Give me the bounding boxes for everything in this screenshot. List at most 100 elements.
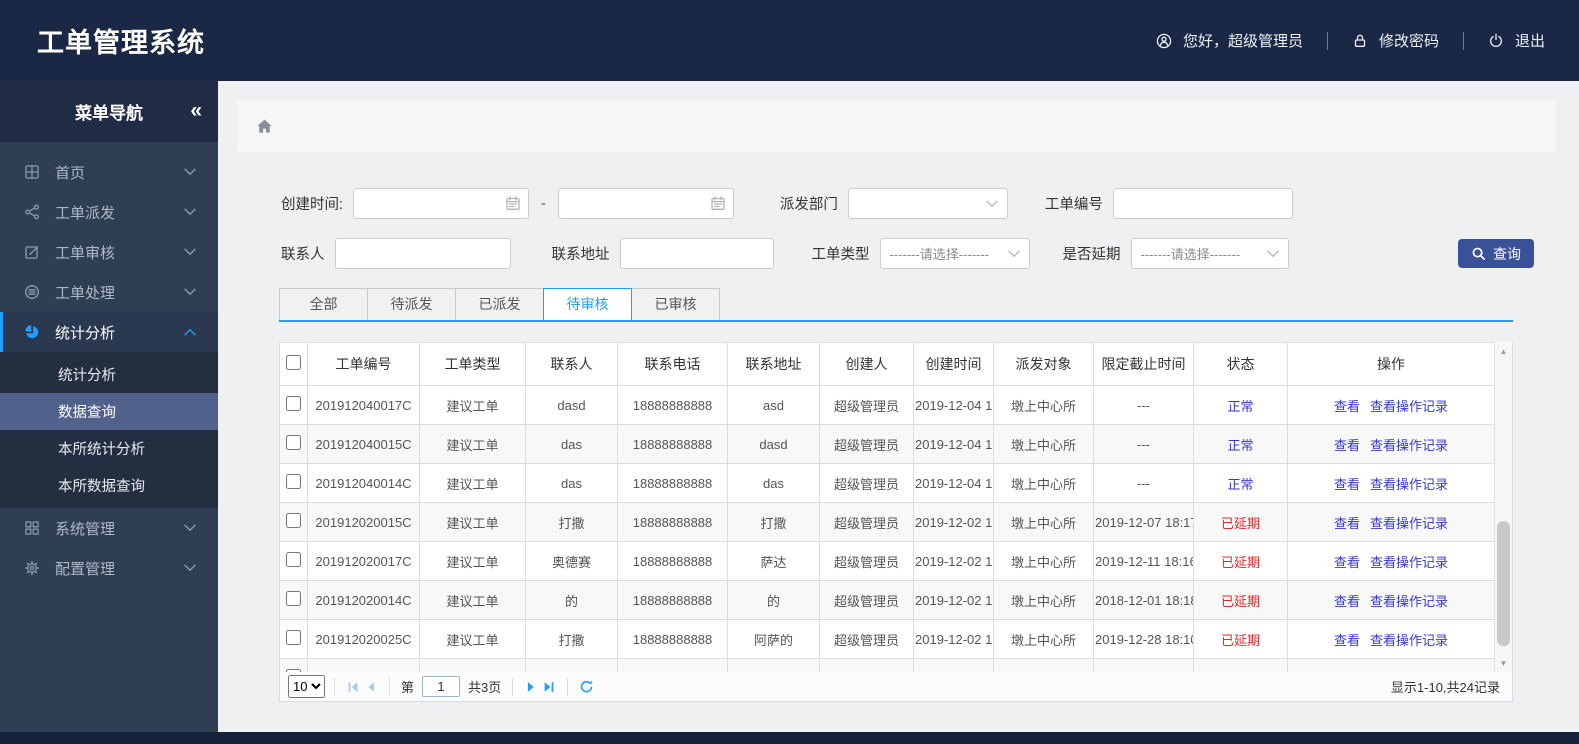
view-log-link[interactable]: 查看操作记录 (1370, 398, 1449, 414)
cell-deadline: --- (1093, 463, 1194, 503)
contact-input[interactable] (334, 238, 511, 269)
sidebar-item-stats[interactable]: 统计分析 (0, 312, 218, 352)
sidebar-title: 菜单导航 « (0, 81, 218, 142)
row-checkbox[interactable] (286, 513, 301, 528)
scroll-up-icon[interactable]: ▲ (1499, 347, 1508, 356)
delay-select[interactable]: -------请选择------- (1130, 238, 1289, 269)
tab-pending-dispatch[interactable]: 待派发 (367, 288, 456, 320)
search-button[interactable]: 查询 (1458, 239, 1534, 268)
create-time-end-field (557, 188, 734, 219)
table-row: 201912020017C 建议工单 奥德赛 18888888888 萨达 超级管理员 20… (279, 541, 1495, 581)
scrollbar-thumb[interactable] (1497, 520, 1510, 646)
cell-contact: dasd (525, 385, 618, 425)
row-checkbox[interactable] (286, 669, 301, 672)
cell-deadline: 2019-12-11 18:16 (1093, 541, 1194, 581)
calendar-icon[interactable] (710, 195, 726, 211)
view-link[interactable]: 查看 (1333, 437, 1360, 453)
scroll-down-icon[interactable]: ▼ (1499, 659, 1508, 668)
row-checkbox[interactable] (286, 630, 301, 645)
table-scrollbar[interactable]: ▲ ▼ (1494, 343, 1512, 672)
user-greeting[interactable]: 您好，超级管理员 (1156, 30, 1303, 51)
create-time-end-input[interactable] (557, 188, 734, 219)
sidebar-subitem-data-query[interactable]: 数据查询 (0, 393, 218, 430)
tab-pending-audit[interactable]: 待审核 (543, 288, 632, 320)
status-tabs: 全部 待派发 已派发 待审核 已审核 (279, 288, 1513, 322)
row-checkbox[interactable] (286, 591, 301, 606)
sidebar-item-dispatch[interactable]: 工单派发 (0, 192, 218, 232)
create-time-start-field (353, 188, 530, 219)
view-log-link[interactable]: 查看操作记录 (1370, 476, 1449, 492)
page-number-input[interactable] (422, 676, 461, 697)
view-link[interactable]: 查看 (1333, 515, 1360, 531)
view-log-link[interactable]: 查看操作记录 (1370, 554, 1449, 570)
cell-creator: 超级管理员 (819, 502, 914, 542)
column-header: 工单编号 (307, 342, 420, 386)
dispatch-dept-select[interactable] (847, 188, 1008, 219)
row-checkbox[interactable] (286, 474, 301, 489)
sidebar: 菜单导航 « 首页 工单派发 工单审核 工单处理 统计分析 统计分析 数据查询 本所统计分析本… (0, 81, 218, 732)
delay-label: 是否延期 (1062, 247, 1121, 263)
cell-creator: 超级管理员 (819, 385, 914, 425)
sidebar-subitem-branch-stats[interactable]: 本所统计分析 (58, 442, 145, 458)
cell-contact: 的 (525, 580, 618, 620)
create-time-start-input[interactable] (353, 188, 530, 219)
sidebar-item-label: 统计分析 (55, 324, 116, 342)
sidebar-item-audit[interactable]: 工单审核 (0, 232, 218, 272)
change-password-link[interactable]: 修改密码 (1352, 30, 1439, 51)
grid-icon (24, 164, 40, 180)
view-link[interactable]: 查看 (1333, 632, 1360, 648)
tab-audited[interactable]: 已审核 (631, 288, 720, 320)
sidebar-item-home[interactable]: 首页 (0, 152, 218, 192)
view-link[interactable]: 查看 (1333, 554, 1360, 570)
chevron-down-icon (184, 524, 196, 532)
order-no-input[interactable] (1112, 188, 1293, 219)
next-page-icon[interactable] (522, 677, 540, 697)
first-page-icon[interactable] (344, 677, 362, 697)
tab-dispatched[interactable]: 已派发 (455, 288, 544, 320)
cell-created: 2019-12-02 16 (913, 580, 994, 620)
view-log-link[interactable]: 查看操作记录 (1370, 437, 1449, 453)
row-checkbox[interactable] (286, 552, 301, 567)
cell-created: 2019-12-02 17 (913, 541, 994, 581)
sidebar-subitem-branch-data-query[interactable]: 本所数据查询 (58, 479, 145, 495)
refresh-icon[interactable] (577, 677, 595, 697)
view-log-link[interactable]: 查看操作记录 (1370, 632, 1449, 648)
prev-page-icon[interactable] (362, 677, 380, 697)
cell-contact: das (525, 424, 618, 464)
cell-deadline: --- (1093, 424, 1194, 464)
sidebar-item-label: 配置管理 (55, 560, 116, 578)
status-badge: 已延期 (1193, 502, 1288, 542)
create-time-label: 创建时间: (281, 197, 344, 213)
view-link[interactable]: 查看 (1333, 593, 1360, 609)
view-link[interactable]: 查看 (1333, 476, 1360, 492)
cell-contact: 打撒 (525, 619, 618, 659)
view-log-link[interactable]: 查看操作记录 (1370, 515, 1449, 531)
calendar-icon[interactable] (505, 195, 521, 211)
cell-contact: 打撒 (525, 502, 618, 542)
row-checkbox[interactable] (286, 396, 301, 411)
address-label: 联系地址 (551, 247, 610, 263)
order-type-select[interactable]: -------请选择------- (879, 238, 1030, 269)
sidebar-item-process[interactable]: 工单处理 (0, 272, 218, 312)
tab-all[interactable]: 全部 (279, 288, 368, 320)
sidebar-item-label: 系统管理 (55, 520, 116, 538)
page-size-select[interactable]: 10 (288, 675, 325, 698)
view-log-link[interactable]: 查看操作记录 (1370, 593, 1449, 609)
logout-link[interactable]: 退出 (1488, 30, 1545, 51)
table-row-partial (279, 658, 1495, 672)
sidebar-item-system[interactable]: 系统管理 (0, 508, 218, 548)
sidebar-subitem-stats-analysis[interactable]: 统计分析 (58, 368, 116, 384)
select-all-checkbox[interactable] (286, 355, 301, 370)
last-page-icon[interactable] (540, 677, 558, 697)
collapse-sidebar-button[interactable]: « (190, 98, 202, 122)
cell-creator: 超级管理员 (819, 541, 914, 581)
record-summary: 显示1-10,共24记录 (1390, 680, 1500, 695)
home-icon[interactable] (255, 117, 274, 136)
address-input[interactable] (619, 238, 774, 269)
cell-order-no: 201912020015C (307, 502, 420, 542)
view-link[interactable]: 查看 (1333, 398, 1360, 414)
sidebar-item-label: 工单派发 (55, 204, 116, 222)
sidebar-item-config[interactable]: 配置管理 (0, 548, 218, 588)
row-checkbox[interactable] (286, 435, 301, 450)
